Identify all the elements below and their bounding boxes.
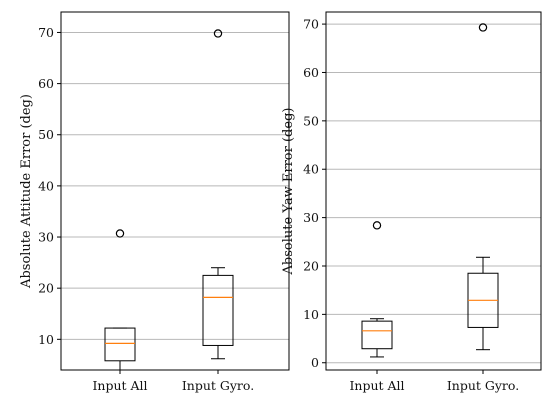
outlier-point [115,229,125,238]
y-tick-label: 70 [38,25,54,40]
x-tick-label: Input Gyro. [182,378,254,393]
y-tick-label: 20 [38,281,54,296]
yaw-error-panel: 0 10 20 30 40 50 60 70 Absolute Yaw Error (deg) I… [281,11,542,393]
box [104,327,136,362]
y-tick-label: 20 [303,258,319,273]
plot-frame [325,11,542,371]
y-tick-label: 60 [38,76,54,91]
x-tick-label: Input Gyro. [447,378,519,393]
box [361,320,393,350]
outlier-point [372,221,382,230]
y-tick-label: 60 [303,65,319,80]
x-tick-label: Input All [349,378,404,393]
y-tick-label: 30 [303,210,319,225]
y-axis-label: Absolute Yaw Error (deg) [281,108,296,276]
y-axis-label: Absolute Attitude Error (deg) [19,94,34,289]
y-tick-label: 0 [311,355,319,370]
y-tick-label: 10 [303,307,319,322]
y-tick-label: 40 [38,178,54,193]
y-tick-label: 40 [303,162,319,177]
outlier-point [478,23,488,32]
y-tick-label: 50 [303,113,319,128]
outlier-point [213,29,223,38]
y-tick-label: 50 [38,127,54,142]
y-tick-label: 30 [38,230,54,245]
plot-frame [60,11,290,371]
y-tick-label: 10 [38,332,54,347]
y-tick-label: 70 [303,17,319,32]
box [202,274,234,346]
x-tick-label: Input All [92,378,147,393]
attitude-error-panel: 10 20 30 40 50 60 70 Absolute Attitude Error (d… [19,11,290,393]
